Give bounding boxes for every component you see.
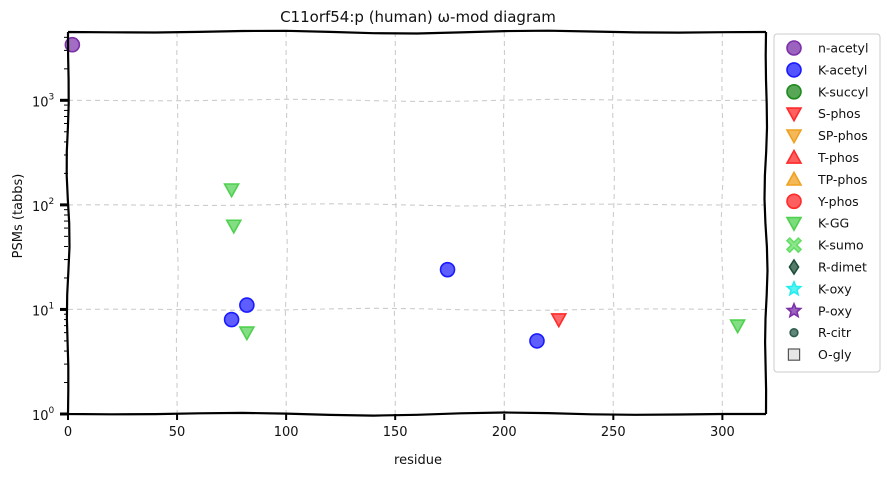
data-point: [550, 313, 568, 329]
legend-marker: [786, 40, 802, 56]
x-tick-label: 150: [383, 425, 408, 440]
data-point: [225, 219, 243, 235]
legend-label: n-acetyl: [818, 41, 868, 56]
x-axis-label: residue: [394, 453, 442, 468]
x-gridline: [393, 31, 397, 415]
x-tick-label: 300: [710, 425, 735, 440]
x-tick-label: 0: [64, 425, 72, 440]
legend-marker: [786, 84, 802, 100]
legend-marker: [785, 279, 803, 297]
legend-label: K-succyl: [818, 84, 868, 99]
legend: n-acetyl K-acetyl K-succyl S-phos SP-phos T-p…: [773, 33, 881, 373]
x-tick-label: 100: [274, 425, 299, 440]
legend-marker: [786, 193, 802, 210]
legend-marker: [789, 328, 799, 338]
chart-title: C11orf54:p (human) ω-mod diagram: [280, 8, 556, 26]
legend-marker: [785, 301, 803, 319]
x-tick-label: 200: [492, 425, 517, 440]
x-tick-label: 50: [169, 425, 186, 440]
legend-marker: [788, 258, 800, 276]
grid: [67, 31, 767, 415]
legend-label: R-citr: [818, 325, 852, 340]
legend-marker: [786, 62, 802, 78]
data-point: [223, 183, 240, 199]
x-tick-label: 250: [601, 425, 626, 440]
legend-marker: [785, 129, 803, 145]
data-point: [529, 333, 545, 349]
x-gridline: [175, 31, 179, 414]
legend-label: T-phos: [817, 150, 859, 165]
legend-label: K-oxy: [818, 281, 852, 296]
legend-label: TP-phos: [817, 172, 867, 187]
y-tick-label: 102: [32, 197, 54, 215]
plot-frame: [65, 29, 769, 417]
legend-marker: [787, 348, 801, 361]
legend-marker: [785, 170, 803, 186]
x-gridline: [502, 31, 506, 414]
legend-label: K-acetyl: [818, 62, 867, 77]
legend-label: K-sumo: [818, 238, 864, 253]
legend-marker: [785, 107, 803, 123]
legend-marker: [785, 148, 803, 164]
legend-label: Y-phos: [817, 194, 859, 209]
x-gridline: [611, 31, 615, 415]
legend-label: P-oxy: [818, 303, 853, 318]
legend-label: O-gly: [818, 347, 852, 362]
data-point: [238, 326, 256, 342]
x-gridline: [284, 32, 288, 415]
y-tick-label: 103: [32, 92, 54, 110]
data-points: [64, 36, 747, 349]
y-tick-label: 100: [32, 406, 55, 424]
axis-ticks: 0 50 100 150 200 250 300 100 101 102 103: [32, 36, 735, 440]
y-gridline: [67, 203, 767, 207]
legend-marker: [785, 236, 803, 254]
data-point: [729, 319, 747, 335]
x-gridline: [720, 31, 724, 415]
legend-marker: [785, 216, 803, 232]
y-tick-label: 101: [32, 301, 54, 319]
y-gridline: [67, 98, 767, 103]
y-axis-label: PSMs (tabbs): [11, 174, 26, 259]
y-gridline: [67, 307, 766, 312]
legend-label: K-GG: [818, 216, 849, 231]
data-point: [239, 297, 255, 313]
data-point: [439, 261, 456, 278]
data-point: [223, 311, 240, 328]
legend-label: S-phos: [818, 106, 860, 121]
legend-label: SP-phos: [818, 128, 868, 143]
legend-label: R-dimet: [818, 260, 867, 275]
